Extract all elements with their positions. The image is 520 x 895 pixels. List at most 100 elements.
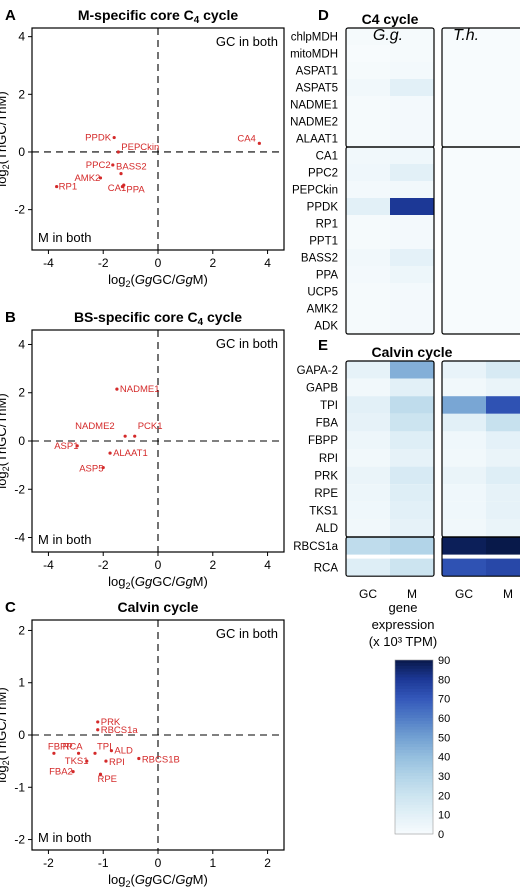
legend-gradient-slice (395, 726, 433, 731)
heatmap-cell (390, 501, 434, 520)
point-label: BASS2 (116, 162, 147, 173)
heatmap-cell (390, 147, 434, 164)
point-label: ALAAT1 (113, 448, 148, 459)
x-tick-label: 4 (264, 558, 271, 572)
heatmap-cell (486, 28, 520, 45)
legend-gradient-slice (395, 790, 433, 794)
x-tick-label: -1 (98, 856, 109, 870)
species-label-gg: G.g. (373, 27, 403, 44)
legend-gradient-slice (395, 781, 433, 786)
heatmap-cell (390, 249, 434, 266)
heatmap-cell (486, 396, 520, 414)
heatmap-cell (390, 215, 434, 232)
x-tick-label: 0 (155, 856, 162, 870)
heatmap-cell (442, 519, 486, 537)
heatmap-panel-d: chlpMDH mitoMDH ASPAT1 ASPAT5 NADME1 NADME2 AL… (290, 27, 520, 335)
point-label: NADME1 (120, 384, 160, 395)
heatmap-cell (486, 45, 520, 62)
legend-gradient-slice (395, 735, 433, 739)
heatmap-cell (486, 300, 520, 317)
heatmap-cell (346, 96, 390, 113)
heatmap-cell (346, 558, 390, 577)
legend-gradient-slice (395, 767, 433, 771)
legend-gradient-slice (395, 810, 433, 815)
heatmap-cell (442, 413, 486, 432)
legend-gradient-slice (395, 703, 433, 707)
legend-gradient-slice (395, 718, 433, 722)
heatmap-cell (442, 266, 486, 283)
panel-letter-d: D (318, 7, 329, 24)
heatmap-block-frame (441, 146, 520, 335)
legend-gradient-slice (395, 744, 433, 748)
data-point (123, 434, 127, 438)
heatmap-column-label: M (503, 587, 513, 601)
legend-gradient-slice (395, 680, 433, 684)
heatmap-cell (390, 317, 434, 334)
y-tick-label: 2 (18, 623, 25, 637)
legend-gradient-slice (395, 662, 433, 667)
point-label: PPA (126, 185, 145, 196)
scatter-title: M-specific core C4 cycle (78, 7, 239, 26)
legend-gradient-slice (395, 665, 433, 670)
legend-gradient-slice (395, 802, 433, 806)
legend-gradient-slice (395, 796, 433, 800)
data-point (120, 184, 124, 189)
heatmap-cell (390, 378, 434, 397)
heatmap-row-label: ALAAT1 (296, 134, 338, 146)
heatmap-cell (390, 413, 434, 432)
heatmap-cell (442, 431, 486, 449)
y-tick-label: 4 (18, 30, 25, 44)
x-axis-label: log2(GgGC/GgM) (108, 872, 208, 889)
point-label: PEPCkin (121, 142, 159, 153)
panel-letter-b: B (5, 309, 16, 326)
x-axis-label: log2(GgGC/GgM) (108, 574, 208, 591)
legend-gradient-slice (395, 694, 433, 699)
heatmap-row-label: AMK2 (307, 304, 338, 316)
legend-gradient-slice (395, 689, 433, 693)
point-label: RBCS1B (142, 755, 180, 766)
heatmap-cell (390, 466, 434, 485)
heatmap-cell (346, 147, 390, 164)
legend-gradient-slice (395, 723, 433, 728)
heatmap-row-label: chlpMDH (291, 32, 338, 44)
data-point (52, 751, 56, 755)
heatmap-cell (390, 181, 434, 198)
heatmap-d-title: C4 cycle (362, 11, 419, 27)
legend-gradient-slice (395, 697, 433, 702)
heatmap-panel-e: GAPA-2 GAPB TPI FBA FBPP RPI PRK RPE TKS1 ALD RBCS… (293, 360, 520, 601)
annotation-gc-in-both: GC in both (216, 626, 278, 641)
heatmap-cell (390, 361, 434, 379)
point-label: CA4 (237, 133, 255, 144)
legend-gradient-slice (395, 813, 433, 818)
heatmap-cell (486, 449, 520, 467)
y-tick-label: 4 (18, 337, 25, 351)
heatmap-cell (346, 283, 390, 300)
heatmap-row-label: PRK (314, 470, 338, 482)
heatmap-cell (346, 413, 390, 432)
legend-gradient-slice (395, 764, 433, 768)
x-tick-label: 0 (155, 558, 162, 572)
heatmap-cell (486, 96, 520, 113)
x-tick-label: 2 (264, 856, 271, 870)
point-label: PCK1 (138, 421, 163, 432)
heatmap-row-label: PEPCkin (292, 185, 338, 197)
point-label: RPI (109, 757, 125, 768)
heatmap-cell (346, 431, 390, 449)
legend-gradient-slice (395, 700, 433, 705)
point-label: ASP5 (79, 464, 103, 475)
heatmap-row-label: NADME2 (290, 117, 338, 129)
heatmap-cell (346, 62, 390, 79)
heatmap-cell (442, 466, 486, 485)
heatmap-cell (390, 232, 434, 249)
heatmap-column-label: GC (455, 587, 473, 601)
heatmap-row-label: RBCS1a (293, 541, 338, 553)
heatmap-cell (442, 96, 486, 113)
heatmap-cell (442, 45, 486, 62)
data-point (116, 150, 120, 154)
x-tick-label: 0 (155, 256, 162, 270)
heatmap-cell (486, 413, 520, 432)
heatmap-column-label: GC (359, 587, 377, 601)
heatmap-row-label: CA1 (316, 151, 338, 163)
heatmap-cell (390, 266, 434, 283)
